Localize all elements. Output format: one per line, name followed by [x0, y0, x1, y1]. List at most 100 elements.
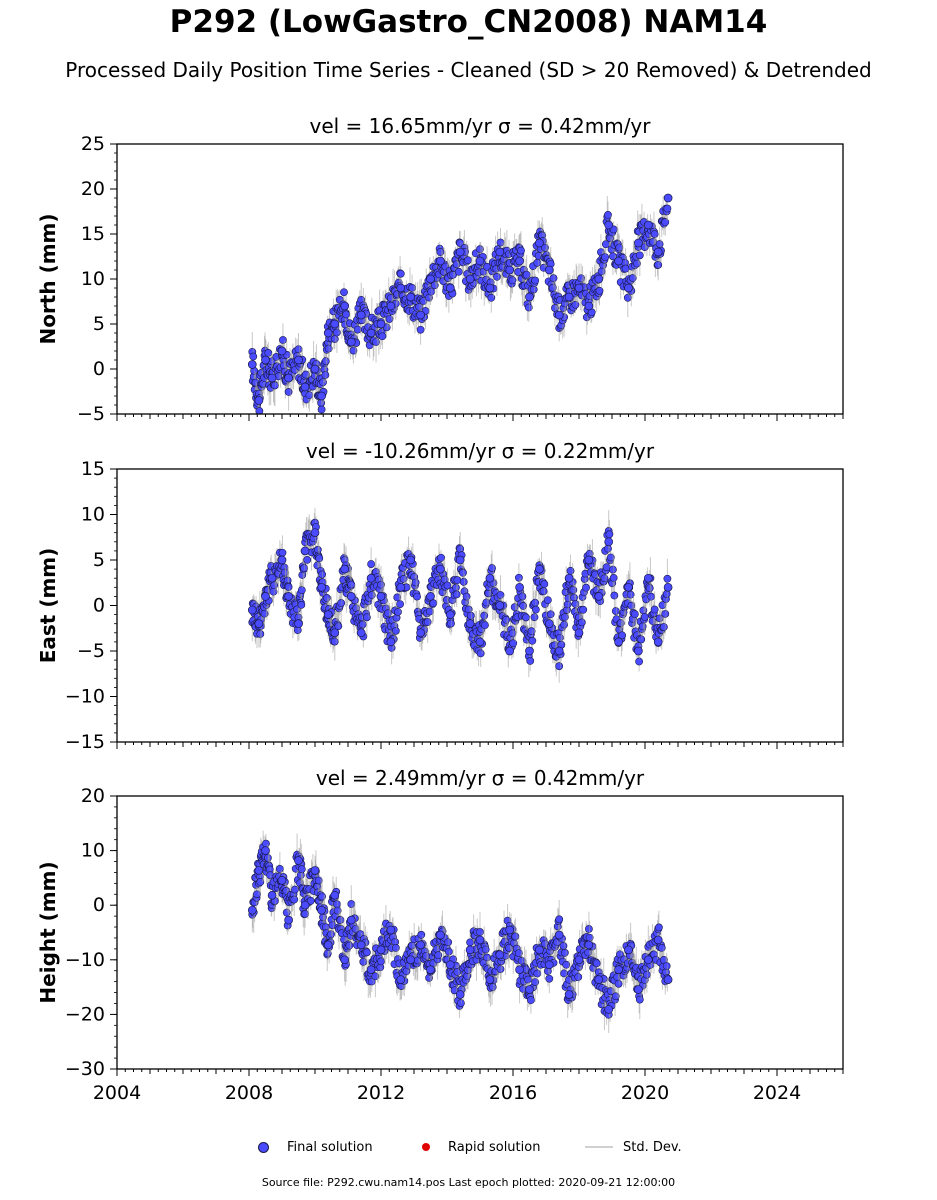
- data-point: [317, 405, 326, 414]
- data-point: [445, 283, 455, 293]
- data-point: [277, 555, 287, 565]
- data-point: [310, 528, 320, 538]
- data-point: [574, 973, 583, 981]
- data-point: [254, 866, 264, 875]
- data-point: [396, 283, 406, 293]
- y-tick-label: 20: [81, 178, 105, 200]
- data-point: [396, 269, 405, 278]
- y-tick-label: 10: [81, 268, 105, 290]
- data-point: [356, 940, 366, 950]
- data-point: [366, 328, 376, 338]
- y-tick-label: 15: [81, 223, 105, 245]
- data-point: [554, 310, 564, 320]
- data-point: [300, 546, 310, 556]
- data-point: [294, 856, 303, 865]
- x-tick-label: 2012: [357, 1082, 405, 1104]
- data-point: [610, 591, 619, 600]
- data-point: [294, 355, 303, 365]
- data-point: [514, 573, 523, 582]
- ylabel-height: Height (mm): [36, 861, 60, 1003]
- data-point: [650, 230, 659, 238]
- data-point: [634, 985, 643, 994]
- data-point: [495, 601, 505, 610]
- data-point: [445, 960, 455, 970]
- data-point: [465, 945, 475, 955]
- data-point: [595, 286, 604, 295]
- data-point: [427, 287, 436, 296]
- data-point: [278, 548, 287, 557]
- data-point: [475, 935, 485, 945]
- figure-title: P292 (LowGastro_CN2008) NAM14: [169, 4, 768, 40]
- data-point: [416, 325, 425, 334]
- data-point: [411, 578, 420, 587]
- data-point: [340, 288, 348, 297]
- data-point: [663, 975, 673, 985]
- data-point: [249, 352, 258, 361]
- data-point: [496, 965, 505, 974]
- legend-sd-label: Std. Dev.: [623, 1139, 682, 1155]
- data-point: [291, 885, 299, 894]
- data-point: [611, 607, 620, 615]
- data-point: [635, 251, 644, 260]
- data-point: [570, 593, 578, 602]
- data-point: [533, 969, 542, 978]
- data-point: [634, 238, 643, 248]
- data-point: [275, 864, 284, 873]
- data-point: [336, 916, 345, 924]
- data-point: [406, 292, 416, 302]
- data-point: [444, 938, 453, 947]
- data-point: [662, 962, 671, 970]
- data-point: [447, 619, 455, 628]
- panel-title-height: vel = 2.49mm/yr σ = 0.42mm/yr: [316, 766, 645, 790]
- data-point: [554, 646, 564, 656]
- data-point: [515, 256, 524, 266]
- y-tick-label: 15: [81, 458, 105, 480]
- data-point: [531, 598, 540, 607]
- data-point: [609, 565, 617, 574]
- data-point: [303, 555, 312, 564]
- data-point: [391, 626, 400, 635]
- data-point: [511, 932, 520, 941]
- chart-legend: Final solution Rapid solution Std. Dev.: [0, 1137, 937, 1157]
- data-point: [585, 925, 593, 933]
- data-point: [601, 253, 610, 262]
- data-point: [465, 274, 475, 284]
- data-point: [445, 610, 455, 619]
- data-point: [624, 283, 633, 293]
- data-point: [559, 941, 568, 950]
- data-point: [340, 955, 350, 965]
- data-point: [525, 985, 534, 994]
- data-point: [560, 620, 569, 629]
- data-point: [247, 360, 257, 369]
- data-point: [297, 865, 306, 874]
- data-point: [476, 649, 485, 658]
- data-point: [376, 945, 386, 955]
- data-point: [604, 211, 612, 219]
- data-point: [416, 310, 425, 320]
- data-point: [416, 940, 425, 950]
- data-point: [475, 637, 485, 647]
- legend-sd: Std. Dev.: [585, 1137, 682, 1157]
- data-point: [614, 256, 623, 266]
- data-point: [267, 373, 277, 383]
- data-point: [609, 574, 618, 582]
- data-point: [579, 605, 588, 614]
- data-point: [604, 220, 614, 230]
- data-point: [562, 960, 571, 969]
- data-point: [630, 610, 639, 619]
- data-point: [502, 615, 511, 624]
- data-point: [485, 975, 495, 985]
- x-tick-label: 2016: [489, 1082, 537, 1104]
- data-point: [584, 940, 594, 950]
- data-point: [635, 657, 644, 666]
- data-point: [614, 637, 623, 647]
- data-point: [661, 609, 670, 618]
- data-point: [247, 605, 257, 615]
- data-point: [515, 582, 524, 592]
- data-point: [378, 332, 387, 341]
- data-point: [284, 592, 293, 601]
- data-point: [330, 637, 339, 646]
- data-point: [466, 611, 475, 620]
- y-tick-label: 10: [81, 504, 105, 526]
- data-point: [466, 938, 474, 947]
